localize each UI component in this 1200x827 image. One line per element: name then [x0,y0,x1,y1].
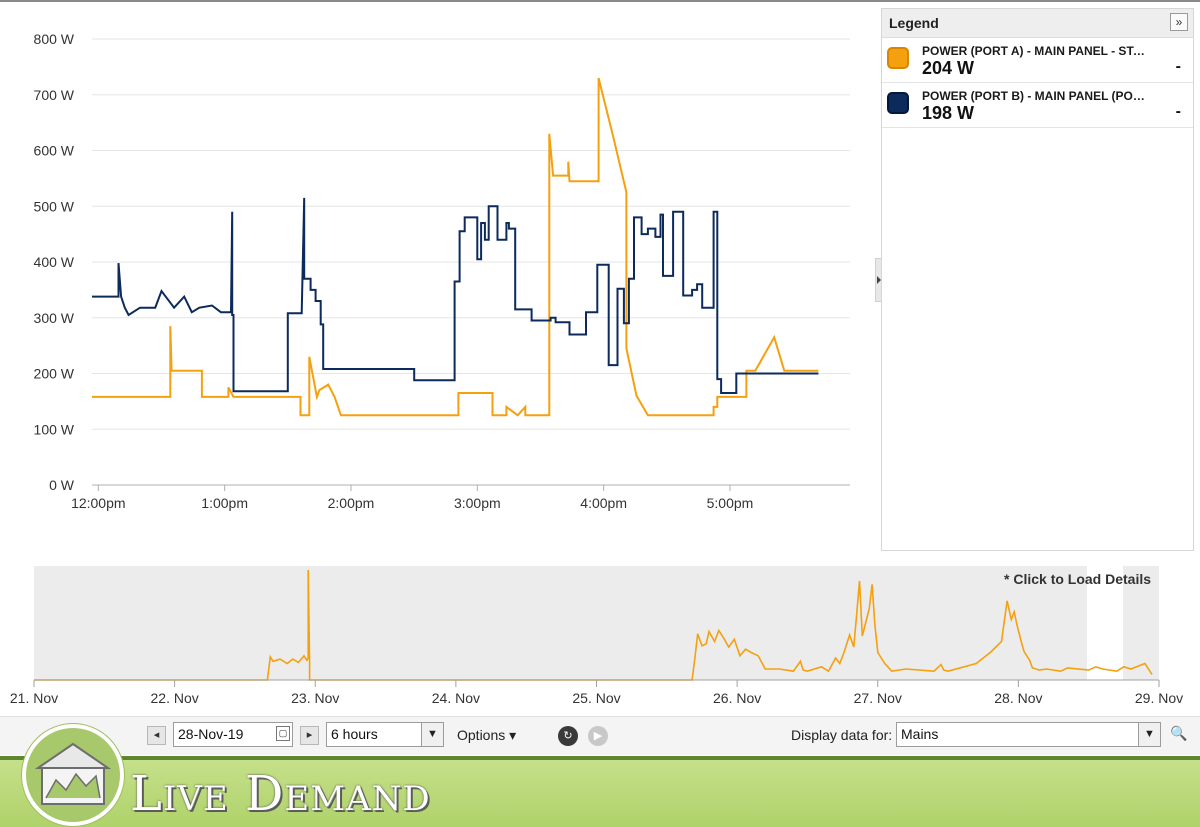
overview-x-axis: 21. Nov 22. Nov 23. Nov 24. Nov 25. Nov 26. N… [10,679,1183,706]
legend-collapse-icon[interactable]: » [1170,13,1188,31]
series-line-port-a [92,77,819,417]
legend-item-port-b[interactable]: POWER (PORT B) - MAIN PANEL (POR... 198 … [882,83,1193,128]
legend-series-dash: - [1175,58,1181,75]
x-tick-label: 2:00pm [328,495,375,511]
house-graph-icon [34,742,112,805]
toolbar: ◂ 28-Nov-19 ▢ ▸ 6 hours ▼ Options ▾ ↻ ▶ … [0,716,1200,755]
search-icon[interactable]: 🔍 [1170,725,1188,741]
time-range-value: 6 hours [331,726,378,742]
y-tick-label: 700 W [34,87,75,103]
overview-tick-label: 27. Nov [854,690,902,706]
legend-series-value: 204 W [922,58,975,78]
click-to-load-hint[interactable]: * Click to Load Details [1004,571,1152,587]
y-tick-label: 200 W [34,366,75,382]
main-chart-series [92,77,819,417]
legend-item-port-a[interactable]: POWER (PORT A) - MAIN PANEL - STA... 204… [882,38,1193,83]
overview-tick-label: 22. Nov [151,690,199,706]
overview-tick-label: 21. Nov [10,690,58,706]
legend-swatch-port-a [887,47,909,69]
display-data-select[interactable]: Mains ▼ [896,722,1161,747]
legend-swatch-port-b [887,92,909,114]
y-tick-label: 400 W [34,254,75,270]
legend-title: Legend [889,15,939,31]
x-tick-label: 12:00pm [71,495,125,511]
chevron-down-icon: ▼ [1138,723,1160,746]
app-logo [22,724,124,826]
date-input[interactable]: 28-Nov-19 ▢ [173,722,293,747]
overview-tick-label: 23. Nov [291,690,339,706]
overview-background [34,566,1159,680]
app-title: Live Demand [130,766,431,822]
y-tick-label: 300 W [34,310,75,326]
legend-series-name: POWER (PORT A) - MAIN PANEL - STA... [922,44,1150,58]
x-tick-label: 5:00pm [707,495,754,511]
chevron-down-icon: ▼ [421,723,443,746]
main-power-chart[interactable]: 0 W 100 W 200 W 300 W 400 W 500 W 600 W 700 W 80… [0,0,880,520]
calendar-icon[interactable]: ▢ [276,726,290,741]
y-tick-label: 0 W [49,477,75,493]
time-range-select[interactable]: 6 hours ▼ [326,722,444,747]
main-chart-x-axis: 12:00pm 1:00pm 2:00pm 3:00pm 4:00pm 5:00pm [71,484,850,511]
top-border [0,0,1200,2]
legend-series-name: POWER (PORT B) - MAIN PANEL (POR... [922,89,1150,103]
date-value: 28-Nov-19 [178,726,244,742]
play-icon[interactable]: ▶ [588,726,608,746]
overview-tick-label: 29. Nov [1135,690,1183,706]
prev-period-button[interactable]: ◂ [147,726,166,745]
y-tick-label: 500 W [34,198,75,214]
series-line-port-b [92,197,819,394]
footer-banner [0,756,1200,827]
main-chart-y-axis: 0 W 100 W 200 W 300 W 400 W 500 W 600 W 700 W 80… [34,31,75,493]
refresh-icon[interactable]: ↻ [558,726,578,746]
x-tick-label: 1:00pm [201,495,248,511]
display-data-label: Display data for: [791,727,893,743]
next-period-button[interactable]: ▸ [300,726,319,745]
overview-tick-label: 24. Nov [432,690,480,706]
y-tick-label: 800 W [34,31,75,47]
overview-tick-label: 25. Nov [572,690,620,706]
y-tick-label: 600 W [34,143,75,159]
legend-series-dash: - [1175,103,1181,120]
overview-navigator[interactable]: 21. Nov 22. Nov 23. Nov 24. Nov 25. Nov 26. N… [0,560,1200,712]
x-tick-label: 3:00pm [454,495,501,511]
options-menu[interactable]: Options ▾ [457,727,517,743]
legend-series-value: 198 W [922,103,975,123]
y-tick-label: 100 W [34,421,75,437]
overview-tick-label: 26. Nov [713,690,761,706]
main-chart-grid [92,38,850,430]
handle-arrow-icon [877,276,881,284]
x-tick-label: 4:00pm [580,495,627,511]
legend-panel: Legend » POWER (PORT A) - MAIN PANEL - S… [881,8,1194,551]
legend-header: Legend » [882,9,1193,38]
display-data-value: Mains [901,726,939,742]
overview-tick-label: 28. Nov [994,690,1042,706]
overview-selected-window [1087,566,1123,680]
